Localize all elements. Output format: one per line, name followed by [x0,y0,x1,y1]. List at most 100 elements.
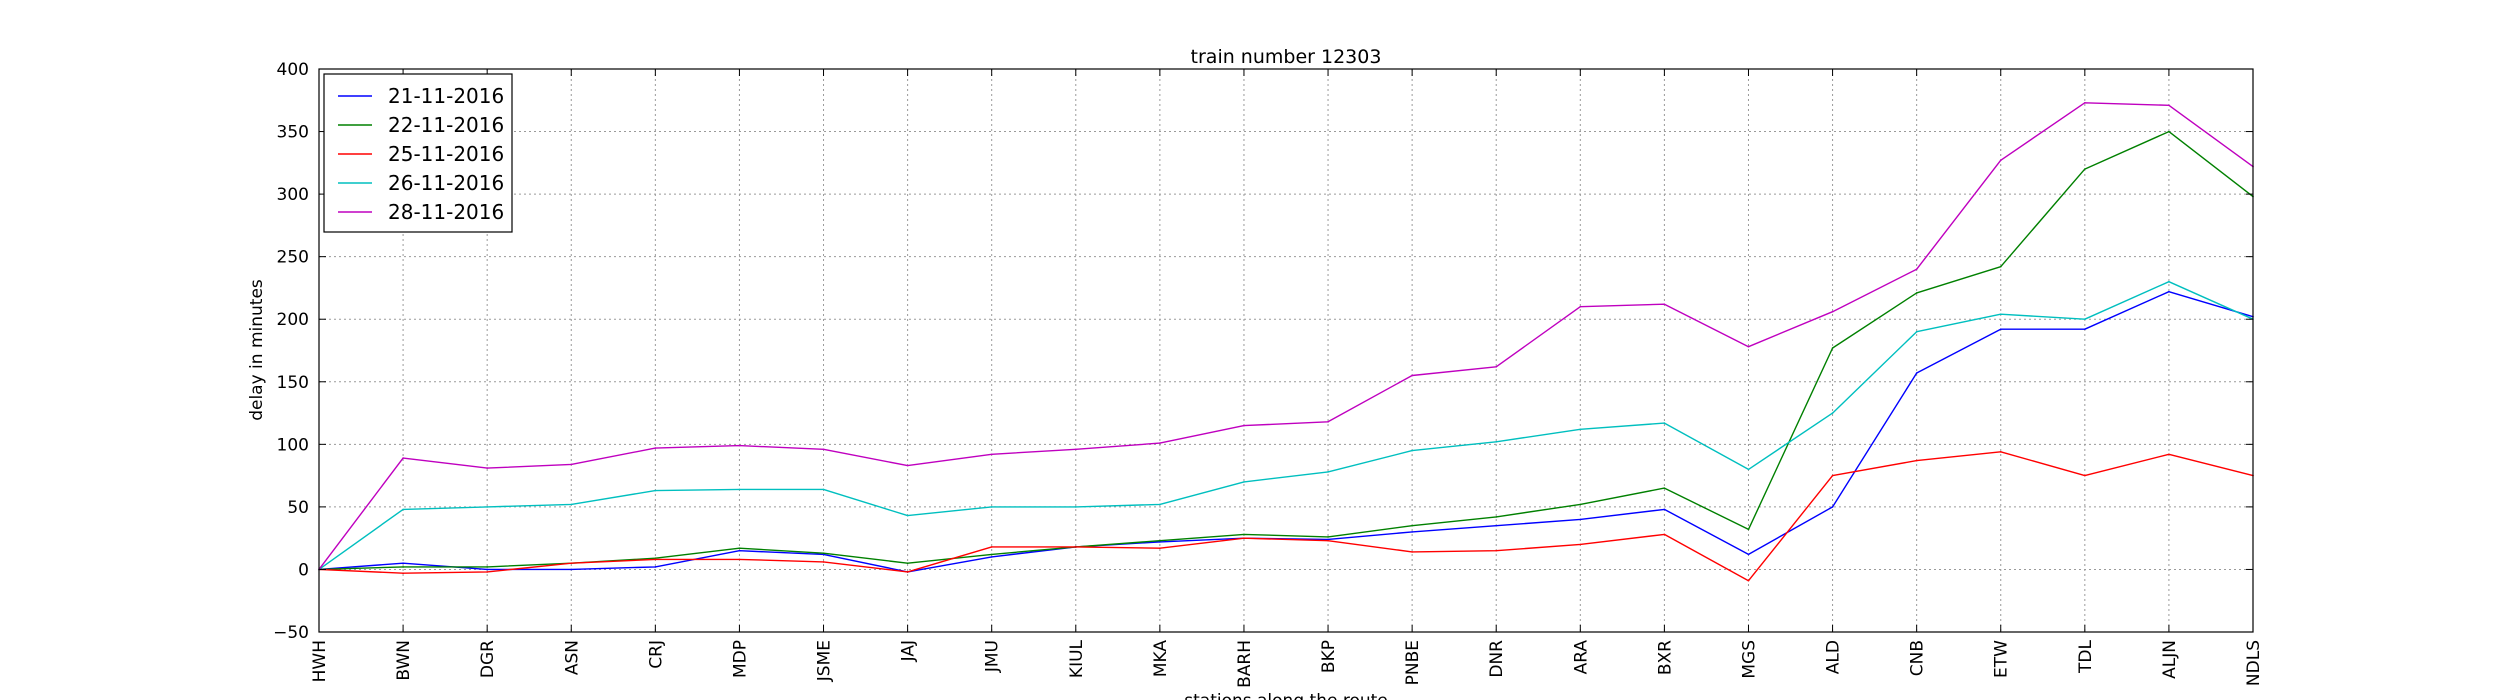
data-point [402,508,404,511]
x-tick-label: CNB [1908,640,1928,676]
data-point [1327,471,1329,473]
legend-label: 28-11-2016 [388,200,504,224]
data-point [1495,365,1498,368]
data-point [1411,524,1413,527]
data-point [570,562,573,564]
data-point [1243,424,1245,427]
legend-label: 21-11-2016 [388,84,504,108]
data-point [1831,347,1834,349]
data-point [1327,421,1329,423]
y-tick-label: 150 [277,373,309,393]
data-point [1831,412,1834,414]
data-point [1411,531,1413,533]
data-point [486,568,488,571]
y-tick-label: 300 [277,185,309,205]
series-line [318,451,2254,582]
y-tick-label: 0 [298,560,309,580]
data-point [1915,330,1918,333]
data-point [486,467,488,469]
data-point [1495,549,1498,552]
y-tick-label: 50 [287,498,309,518]
data-point [1915,292,1918,294]
x-tick-label: MKA [1151,640,1171,678]
data-point [1663,508,1666,511]
data-point [1579,305,1582,308]
x-tick-label: JSME [815,640,835,682]
data-point [1831,506,1834,508]
data-point [1579,428,1582,431]
x-tick-label: CRJ [646,640,666,669]
data-point [1159,547,1161,549]
data-point [1999,265,2002,268]
data-point [1327,539,1329,542]
x-tick-label: BXR [1655,640,1675,675]
x-tick-label: MGS [1739,640,1759,679]
data-point [1663,303,1666,306]
data-point [1495,441,1498,443]
data-point [1999,451,2002,453]
data-point [570,463,573,466]
data-point [822,553,825,556]
data-point [822,448,825,451]
x-tick-label: NDLS [2244,640,2264,686]
legend-label: 22-11-2016 [388,113,504,137]
data-point [822,561,825,563]
plot-background [319,69,2253,632]
data-point [2168,290,2170,293]
x-tick-label: ASN [562,640,582,675]
data-point [486,566,488,568]
y-tick-label: 400 [277,60,309,80]
data-point [906,562,909,564]
data-point [402,562,404,564]
x-tick-label: PNBE [1403,640,1423,685]
data-point [1074,546,1077,548]
series-lines [318,101,2254,582]
data-point [2084,168,2086,170]
data-point [1747,579,1750,582]
x-tick-label: ALJN [2160,640,2180,679]
data-point [906,571,909,573]
data-point [2084,474,2086,477]
data-point [1915,268,1918,270]
data-point [1243,533,1245,536]
data-point [1663,533,1666,536]
y-tick-label: −50 [273,623,309,643]
x-tick-label: MDP [730,640,750,678]
data-point [1579,518,1582,521]
legend-label: 26-11-2016 [388,171,504,195]
x-tick-label: TDL [2076,639,2096,673]
data-point [1074,448,1077,451]
series-line [318,281,2254,570]
data-point [1999,159,2002,162]
data-point [1327,538,1329,541]
x-tick-label: ARA [1571,640,1591,675]
x-tick-label: ETW [1992,640,2012,678]
data-point [1159,539,1161,542]
data-point [2084,318,2086,321]
data-point [1747,528,1750,531]
data-point [1663,422,1666,424]
y-tick-label: 100 [277,435,309,455]
y-axis-label: delay in minutes [247,279,267,421]
data-point [486,506,488,508]
data-point [2168,453,2170,456]
data-point [1747,468,1750,471]
data-point [738,549,741,552]
data-point [1999,313,2002,316]
x-tick-label: BARH [1235,640,1255,688]
data-point [1579,543,1582,546]
x-tick-label: ALD [1824,640,1844,674]
data-point [1999,328,2002,331]
data-point [402,566,404,568]
data-point [654,489,657,492]
y-tick-label: 200 [277,310,309,330]
data-point [654,558,657,561]
legend: 21-11-2016 22-11-2016 25-11-2016 26-11-2016… [323,73,513,233]
data-point [1831,310,1834,313]
data-point [2084,101,2086,104]
data-point [1747,345,1750,348]
data-point [2168,130,2170,133]
legend-box [323,73,513,233]
data-point [1831,474,1834,477]
data-point [990,506,993,508]
